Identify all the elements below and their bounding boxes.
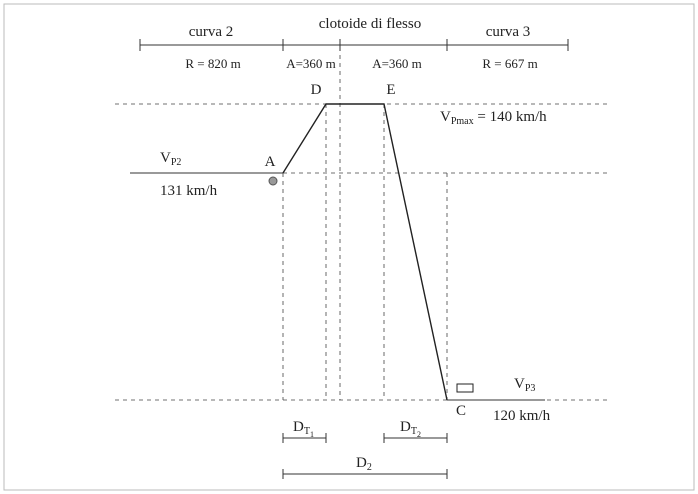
curve-title: curva 3 — [486, 24, 531, 40]
speed-label: VP2 — [160, 150, 181, 168]
curve-title: curva 2 — [189, 24, 234, 40]
point-label: A — [265, 154, 276, 170]
curve-param: R = 820 m — [185, 56, 240, 71]
reference-lines — [115, 103, 610, 401]
distance-label: DT2 — [400, 419, 421, 439]
point-label: C — [456, 403, 466, 419]
marker — [456, 383, 474, 393]
marker — [268, 176, 278, 186]
curve-param: A=360 m — [286, 56, 336, 71]
curve-param: A=360 m — [372, 56, 422, 71]
distance-label: D2 — [356, 455, 372, 473]
curve-param: R = 667 m — [482, 56, 537, 71]
speed-profile — [282, 103, 448, 401]
point-label: D — [311, 82, 322, 98]
dimension-lines — [282, 433, 448, 479]
speed-value: 131 km/h — [160, 183, 218, 199]
point-label: E — [386, 82, 395, 98]
vertical-lines — [282, 55, 448, 400]
header-scale — [139, 39, 569, 51]
distance-label: DT1 — [293, 419, 314, 439]
curve-title: clotoide di flesso — [319, 16, 421, 32]
speed-value: 120 km/h — [493, 408, 551, 424]
speed-label: VPmax = 140 km/h — [440, 109, 547, 127]
frame — [3, 3, 695, 491]
speed-label: VP3 — [514, 376, 535, 394]
